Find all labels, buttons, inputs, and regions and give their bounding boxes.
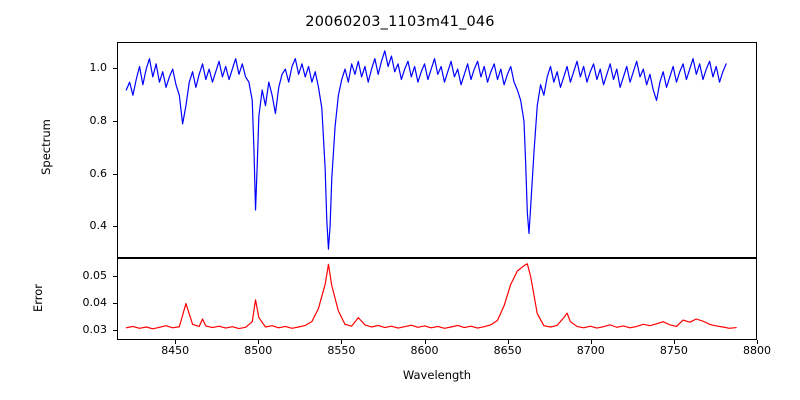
error-y-tickmark [113,303,117,305]
x-tick-label: 8450 [161,344,190,357]
error-data-line [125,263,737,330]
error-y-tickmark [113,275,117,277]
spectrum-line-chart [125,50,727,250]
error-y-tickmark [113,330,117,332]
x-tickmark [673,340,675,344]
spectrum-y-tick-label: 0.6 [89,166,108,180]
x-tickmark [424,340,426,344]
error-axis-label: Error [31,283,45,313]
x-tickmark [258,340,260,344]
spectrum-y-tick-label: 0.8 [89,114,108,127]
x-tick-label: 8550 [327,344,356,357]
spectrum-data-line [125,50,727,250]
error-y-tick-label: 0.05 [82,268,108,282]
x-tickmark [507,340,509,344]
x-tick-label: 8800 [743,344,771,357]
x-tick-label: 8700 [576,344,605,357]
spectrum-y-tick-label: 0.4 [89,219,108,233]
x-tick-label: 8750 [659,344,688,357]
figure-title: 20060203_1103m41_046 [305,14,495,30]
error-y-tick-label: 0.03 [82,323,108,337]
spectrum-y-tickmark [113,173,117,175]
spectrum-y-tickmark [113,226,117,228]
x-tickmark [341,340,343,344]
spectrum-y-tick-label: 1.0 [89,61,108,75]
spectrum-axis-label: Spectrum [39,119,53,175]
x-axis-label: Wavelength [402,368,472,382]
spectrum-y-tickmark [113,68,117,70]
x-tick-label: 8600 [410,344,439,357]
x-tickmark [590,340,592,344]
x-tick-label: 8650 [493,344,522,357]
x-tick-label: 8500 [244,344,273,357]
error-line-chart [125,263,737,330]
x-tickmark [175,340,177,344]
error-y-tick-label: 0.04 [82,296,108,310]
spectrum-y-tickmark [113,121,117,122]
x-tickmark [757,340,758,344]
spectrum-plot-panel [117,42,757,258]
error-plot-panel [117,258,757,340]
